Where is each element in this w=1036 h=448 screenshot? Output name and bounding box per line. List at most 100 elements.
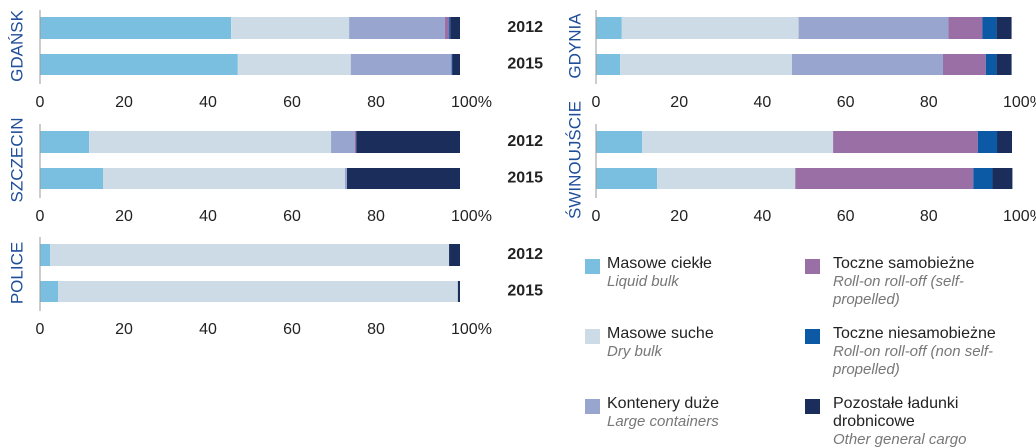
bar-segment	[347, 168, 460, 189]
x-tick-label: 80	[920, 94, 938, 111]
bar-segment	[798, 17, 949, 39]
bar-segment	[237, 54, 351, 75]
bar-segment	[103, 168, 345, 189]
x-tick-label: 0	[36, 94, 45, 111]
bar-segment	[449, 17, 451, 39]
x-tick-label: 40	[199, 321, 217, 338]
bar-segment	[231, 17, 350, 39]
port-label: ŚWINOUJŚCIE	[565, 101, 584, 219]
legend-nm: Masowe suche	[607, 325, 714, 342]
bar-segment	[791, 54, 943, 75]
bar-segment	[344, 168, 348, 189]
legend-text: Pozostałe ładunki drobnicowe Other genera…	[833, 395, 1005, 448]
bar-segment	[40, 131, 90, 153]
bar-segment	[997, 131, 1012, 153]
x-tick-label: 100%	[451, 94, 492, 111]
bar-segment	[596, 131, 643, 153]
x-tick-label: 40	[199, 94, 217, 111]
bar-segment	[40, 54, 238, 75]
legend-swatch	[585, 259, 600, 274]
year-label: 2012	[507, 19, 543, 36]
bar-segment	[89, 131, 332, 153]
bar-segment	[452, 54, 460, 75]
bar-segment	[457, 281, 460, 302]
year-label: 2015	[507, 283, 543, 300]
legend-nm: Toczne samobieżne	[833, 255, 975, 272]
legend-text: Toczne niesamobieżne Roll-on roll-off (no…	[833, 325, 1005, 379]
bar-segment	[977, 131, 998, 153]
x-tick-label: 0	[36, 208, 45, 225]
x-tick-label: 60	[837, 94, 855, 111]
x-tick-label: 20	[670, 208, 688, 225]
bar-segment	[50, 244, 450, 266]
bar-segment	[40, 17, 232, 39]
bar-segment	[40, 168, 103, 189]
x-tick-label: 20	[115, 321, 133, 338]
legend-nm: Toczne niesamobieżne	[833, 325, 996, 342]
bar-segment	[992, 168, 1013, 189]
bar-segment	[596, 168, 658, 189]
x-tick-label: 100%	[451, 321, 492, 338]
bar-segment	[444, 17, 450, 39]
x-tick-label: 40	[199, 208, 217, 225]
legend-en: Dry bulk	[607, 343, 663, 360]
bar-segment	[40, 281, 59, 302]
x-tick-label: 60	[283, 321, 301, 338]
port-label: GDYNIA	[565, 13, 584, 79]
legend-nm: Masowe ciekłe	[607, 255, 712, 272]
x-tick-label: 40	[754, 94, 772, 111]
port-label: POLICE	[7, 242, 26, 304]
port-label: SZCZECIN	[7, 118, 26, 203]
x-tick-label: 0	[36, 321, 45, 338]
bar-segment	[948, 17, 983, 39]
bar-segment	[942, 54, 986, 75]
bar-segment	[973, 168, 993, 189]
legend-en: Large containers	[607, 413, 719, 430]
legend-text: Kontenery duże Large containers	[607, 395, 797, 431]
bar-segment	[331, 131, 355, 153]
bar-segment	[349, 17, 445, 39]
legend-nm: Kontenery duże	[607, 395, 720, 412]
bar-segment	[985, 54, 997, 75]
x-tick-label: 20	[115, 94, 133, 111]
bar-segment	[356, 131, 460, 153]
bar-segment	[795, 168, 974, 189]
legend-swatch	[805, 259, 820, 274]
x-tick-label: 80	[367, 208, 385, 225]
legend-en: Other general cargo	[833, 431, 967, 448]
bar-segment	[657, 168, 796, 189]
x-tick-label: 100%	[451, 208, 492, 225]
bar-segment	[449, 244, 460, 266]
legend-swatch	[805, 399, 820, 414]
year-label: 2012	[507, 133, 543, 150]
x-tick-label: 100%	[1003, 208, 1036, 225]
bar-segment	[58, 281, 458, 302]
legend-text: Masowe suche Dry bulk	[607, 325, 797, 361]
x-tick-label: 60	[837, 208, 855, 225]
bar-segment	[642, 131, 834, 153]
bar-segment	[350, 54, 452, 75]
bar-segment	[620, 54, 792, 75]
bar-segment	[982, 17, 997, 39]
legend-text: Masowe ciekłe Liquid bulk	[607, 255, 797, 291]
x-tick-label: 80	[367, 321, 385, 338]
bar-segment	[355, 131, 357, 153]
x-tick-label: 80	[920, 208, 938, 225]
x-tick-label: 80	[367, 94, 385, 111]
legend-swatch	[805, 329, 820, 344]
x-tick-label: 40	[754, 208, 772, 225]
bar-segment	[833, 131, 978, 153]
bar-segment	[451, 54, 453, 75]
legend-swatch	[585, 329, 600, 344]
x-tick-label: 60	[283, 208, 301, 225]
bar-segment	[596, 17, 622, 39]
x-tick-label: 20	[670, 94, 688, 111]
legend-en: Roll-on roll-off (self-propelled)	[833, 273, 964, 308]
legend-en: Liquid bulk	[607, 273, 679, 290]
bar-segment	[596, 54, 621, 75]
x-tick-label: 20	[115, 208, 133, 225]
year-label: 2015	[507, 56, 543, 73]
legend-en: Roll-on roll-off (non self-propelled)	[833, 343, 994, 378]
bar-segment	[996, 54, 1012, 75]
